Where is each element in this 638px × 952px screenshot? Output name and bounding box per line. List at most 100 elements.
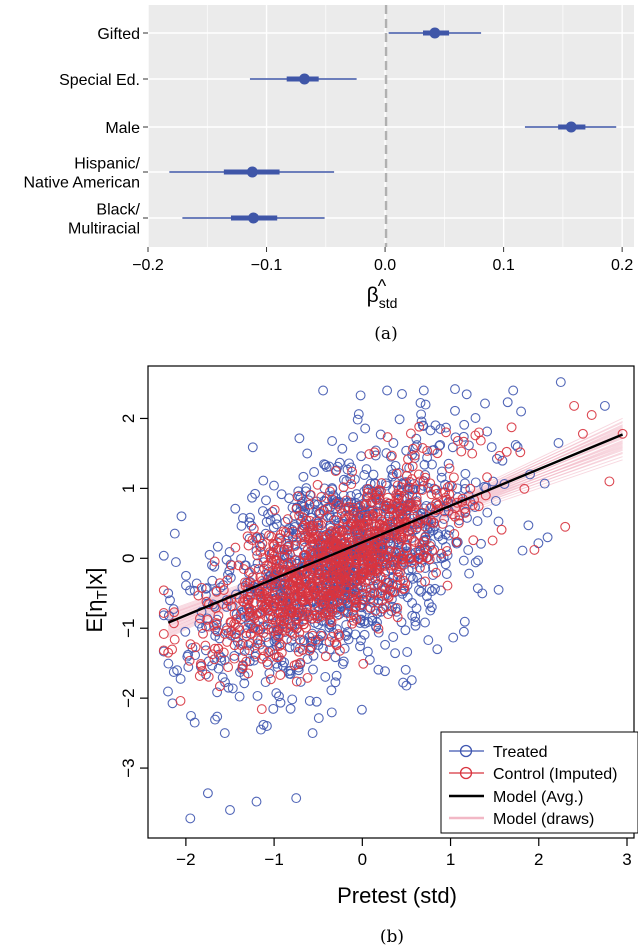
scatter-point (428, 570, 438, 580)
scatter-point (468, 535, 479, 546)
scatter-point (348, 432, 359, 443)
scatter-point (238, 564, 249, 575)
scatter-point (276, 647, 287, 658)
scatter-point (252, 638, 263, 649)
scatter-point (357, 518, 368, 529)
scatter-point (392, 566, 403, 577)
scatter-point (286, 619, 297, 630)
scatter-point (414, 562, 425, 573)
scatter-point (313, 520, 324, 531)
scatter-point (482, 507, 493, 518)
scatter-point (463, 545, 474, 555)
scatter-point (283, 541, 294, 552)
legend: Treated Control (Imputed) Model (Avg.) M… (440, 731, 638, 834)
scatter-point (338, 474, 349, 485)
scatter-point (415, 476, 425, 487)
scatter-point (274, 641, 285, 652)
scatter-point (368, 518, 379, 529)
scatter-point (262, 593, 273, 604)
scatter-point (373, 485, 384, 496)
scatter-point (364, 654, 375, 665)
scatter-point (313, 713, 324, 724)
scatter-point (342, 464, 353, 475)
scatter-point (425, 541, 435, 552)
scatter-point (407, 598, 418, 608)
scatter-point (321, 462, 332, 473)
scatter-point (194, 618, 205, 629)
scatter-point (276, 611, 287, 622)
scatter-point (185, 639, 196, 650)
scatter-point (330, 677, 341, 688)
scatter-point (376, 478, 387, 489)
scatter-point (465, 483, 476, 494)
scatter-x-tick-label: 2 (534, 850, 543, 869)
scatter-point (229, 653, 240, 664)
scatter-point (284, 493, 295, 504)
scatter-point (280, 527, 291, 538)
scatter-point (256, 593, 267, 603)
scatter-point (300, 576, 311, 587)
legend-item-control: Control (Imputed) (449, 766, 618, 783)
scatter-point (452, 497, 463, 508)
scatter-point (289, 660, 300, 671)
scatter-point (427, 459, 437, 470)
scatter-point (295, 583, 306, 594)
scatter-point (412, 553, 423, 564)
scatter-point (398, 575, 409, 586)
scatter-point (446, 481, 457, 492)
scatter-point (275, 670, 286, 680)
scatter-point (383, 609, 394, 620)
scatter-point (239, 611, 250, 622)
scatter-point (184, 655, 195, 666)
scatter-point (225, 805, 235, 815)
scatter-point (292, 491, 303, 502)
scatter-point (428, 562, 438, 573)
scatter-point (384, 511, 395, 521)
forest-row-label: Hispanic/Native American (24, 156, 141, 192)
scatter-point (425, 425, 436, 436)
scatter-point (460, 507, 471, 518)
legend-item-model-draws: Model (draws) (449, 811, 594, 828)
scatter-point (356, 704, 367, 715)
scatter-point (257, 538, 268, 549)
scatter-point (357, 582, 368, 592)
scatter-point (326, 707, 337, 718)
scatter-point (256, 704, 267, 715)
scatter-point (158, 608, 169, 618)
scatter-point (424, 554, 435, 565)
scatter-point (381, 497, 392, 508)
scatter-point (519, 483, 530, 494)
scatter-point (297, 605, 308, 616)
panel-a-label: (a) (374, 324, 397, 344)
scatter-point (341, 620, 352, 630)
scatter-point (458, 436, 469, 447)
scatter-point (158, 629, 169, 639)
scatter-point (261, 495, 271, 506)
scatter-point (407, 610, 418, 621)
scatter-point (359, 470, 370, 480)
scatter-point (463, 440, 474, 451)
scatter-point (307, 630, 318, 641)
scatter-point (301, 483, 312, 494)
scatter-point (342, 577, 353, 588)
scatter-point (241, 631, 252, 641)
scatter-point (225, 572, 236, 583)
forest-x-tick-label: −0.1 (251, 257, 283, 274)
scatter-point (291, 555, 302, 566)
scatter-x-tick-label: 1 (446, 850, 455, 869)
scatter-point (342, 608, 353, 619)
scatter-point (209, 561, 220, 572)
scatter-point (216, 652, 226, 663)
panel-b-label: (b) (380, 927, 404, 947)
scatter-point (158, 550, 169, 561)
scatter-point (512, 442, 523, 452)
scatter-point (345, 550, 356, 561)
scatter-point (294, 578, 305, 589)
scatter-point (186, 710, 196, 721)
scatter-point (365, 587, 376, 598)
scatter-point (386, 450, 397, 461)
scatter-y-tick-label: −1 (119, 619, 138, 638)
scatter-point (291, 793, 302, 804)
scatter-point (298, 471, 309, 482)
scatter-point (406, 675, 417, 686)
